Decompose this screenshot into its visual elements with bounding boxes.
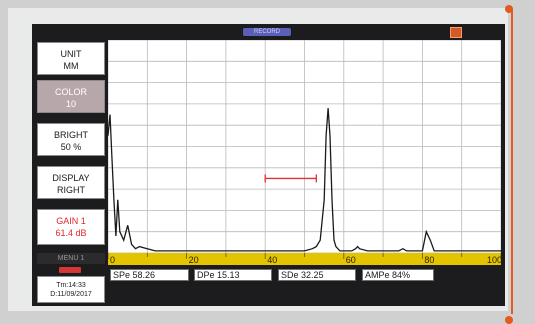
plot-grid: [108, 40, 501, 253]
gain-button[interactable]: GAIN 1 61.4 dB: [37, 209, 105, 245]
gain-value: 61.4 dB: [55, 228, 87, 238]
bright-label: BRIGHT: [53, 130, 88, 140]
display-label: DISPLAY: [52, 173, 90, 183]
accent-line: [511, 9, 513, 314]
echo-trace: [108, 108, 501, 252]
a-scan-plot[interactable]: [108, 40, 501, 253]
color-label: COLOR: [54, 87, 87, 97]
status-indicator: [37, 265, 105, 275]
unit-button[interactable]: UNIT MM: [37, 42, 105, 75]
sd-readout: SDe 32.25: [278, 269, 356, 281]
record-title: RECORD: [243, 28, 291, 36]
unit-value: MM: [63, 61, 79, 71]
battery-indicator: [59, 267, 81, 273]
x-tick-label: 80: [424, 255, 434, 265]
x-tick-label: 0: [110, 255, 115, 265]
record-button[interactable]: [450, 27, 462, 38]
sp-readout: SPe 58.26: [110, 269, 189, 281]
gate-layer: [264, 174, 317, 183]
x-axis-ticks: 0 20 40 60 80 100: [108, 253, 501, 265]
display-value: RIGHT: [57, 185, 85, 195]
unit-label: UNIT: [60, 49, 82, 59]
date-readout: D:11/09/2017: [50, 291, 92, 298]
x-tick-label: 20: [189, 255, 199, 265]
time-readout: Tm:14:33: [56, 282, 86, 289]
color-value: 10: [65, 99, 76, 109]
x-tick-label: 40: [267, 255, 277, 265]
datetime-box: Tm:14:33 D:11/09/2017: [37, 276, 105, 303]
accent-dot-bottom: [505, 316, 513, 324]
dp-readout: DPe 15.13: [194, 269, 272, 281]
bright-button[interactable]: BRIGHT 50 %: [37, 123, 105, 156]
display-button[interactable]: DISPLAY RIGHT: [37, 166, 105, 199]
menu-page-label[interactable]: MENU 1: [37, 253, 105, 264]
amp-readout: AMPe 84%: [362, 269, 434, 281]
accent-dot-top: [505, 5, 513, 13]
x-tick-label: 100: [487, 255, 501, 265]
color-button[interactable]: COLOR 10: [37, 80, 105, 113]
x-tick-label: 60: [346, 255, 356, 265]
gain-label: GAIN 1: [56, 216, 86, 226]
x-axis-bar: 0 20 40 60 80 100: [108, 253, 501, 265]
bright-value: 50 %: [60, 142, 82, 152]
